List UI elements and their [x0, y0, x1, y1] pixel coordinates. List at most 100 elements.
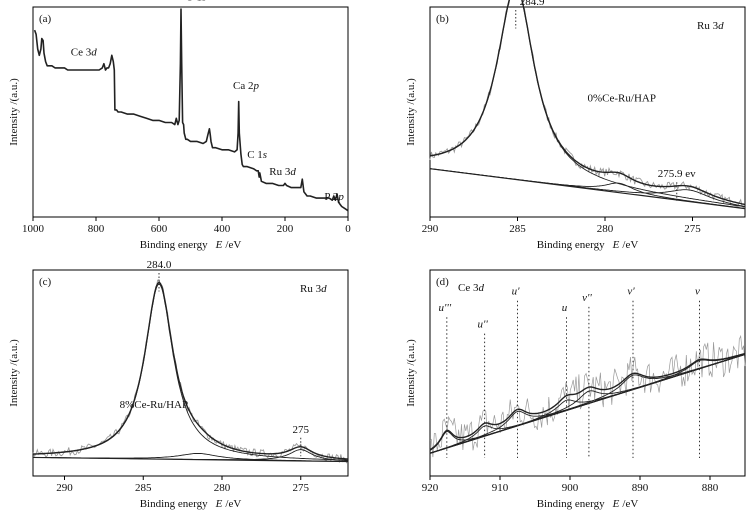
panel-label: (c): [39, 276, 52, 288]
y-axis-label: Intensity /(a.u.): [405, 339, 417, 407]
peak-position-label: v': [627, 286, 635, 298]
x-axis-label-symbol: E: [215, 239, 223, 251]
x-tick-label: 285: [509, 223, 526, 235]
x-tick-label: 280: [597, 223, 614, 235]
panel-label: (a): [39, 13, 52, 25]
region-label: Ce 3d: [458, 282, 484, 294]
panel-c: 290 285 280 275 Binding energy E/eV Intensity …: [8, 259, 349, 510]
sample-label: 8%Ce-Ru/HAP: [120, 399, 188, 411]
panel-b: 290 285 280 275 Binding energy E/eV Intensity …: [405, 0, 746, 251]
region-label-main: Ru 3: [300, 283, 322, 295]
peak-annotation-main: Ce 3: [71, 46, 92, 58]
x-tick-label: 290: [422, 223, 439, 235]
plot-frame: [429, 6, 746, 218]
baseline-line: [429, 353, 746, 454]
panel-label: (d): [436, 276, 449, 288]
x-tick-label: 880: [702, 482, 719, 494]
x-axis-label-unit: /eV: [622, 239, 638, 251]
panel-d: 920 910 900 890 880 Binding energy E/eV Intensi…: [405, 269, 746, 510]
x-axis-label-symbol: E: [612, 498, 620, 510]
x-axis-label-text: Binding energy: [537, 239, 605, 251]
peak-annotation-sub: d: [91, 46, 97, 58]
peak-position-label: u': [512, 286, 521, 298]
region-label-sub: d: [478, 282, 484, 294]
y-axis-label: Intensity /(a.u.): [8, 78, 20, 146]
plot-frame: [429, 269, 746, 477]
peak-annotation-sub: p: [253, 80, 260, 92]
peak-position-label: u''': [439, 302, 452, 314]
x-axis-label: Binding energy E/eV: [537, 498, 639, 510]
region-label-sub: d: [321, 283, 327, 295]
peak-position-label: v: [695, 286, 700, 298]
baseline-line: [32, 456, 349, 463]
peak-annotation-sub: p: [337, 191, 344, 203]
x-tick-label: 285: [135, 482, 152, 494]
peak-annotation-main: O 1: [186, 0, 202, 4]
peak-annotation: Ce 3d: [71, 46, 97, 58]
x-axis-label-symbol: E: [215, 498, 223, 510]
x-axis-label-text: Binding energy: [140, 239, 208, 251]
peak-position-label: u: [562, 302, 568, 314]
x-tick-label: 200: [277, 223, 294, 235]
x-tick-label: 890: [632, 482, 649, 494]
peak-position-label: 284.0: [147, 259, 172, 271]
peak-position-label: u'': [477, 319, 488, 331]
plot-frame: [32, 269, 349, 477]
x-axis-label-unit: /eV: [225, 239, 241, 251]
y-axis-label: Intensity /(a.u.): [8, 339, 20, 407]
x-tick-label: 600: [151, 223, 168, 235]
plot-frame: [32, 6, 349, 218]
peak-position-label: 284.9: [520, 0, 545, 8]
panel-a: 1000 800 600 400 200 0 Binding energy E/eV Inten…: [8, 0, 351, 251]
panel-label: (b): [436, 13, 449, 25]
x-axis-label: Binding energy E/eV: [140, 498, 242, 510]
peak-annotation-main: Ca 2: [233, 80, 253, 92]
peak-annotation-sub: d: [290, 166, 296, 178]
region-label-main: Ru 3: [697, 20, 719, 32]
x-tick-label: 275: [293, 482, 310, 494]
peak-position-label: 275: [293, 424, 310, 436]
region-label-main: Ce 3: [458, 282, 479, 294]
region-label-sub: d: [718, 20, 724, 32]
fitted-envelope-line: [429, 352, 746, 451]
x-axis-label-text: Binding energy: [537, 498, 605, 510]
x-tick-label: 920: [422, 482, 439, 494]
survey-spectrum-line: [33, 8, 349, 212]
x-axis-label-unit: /eV: [622, 498, 638, 510]
sample-label: 0%Ce-Ru/HAP: [588, 93, 656, 105]
x-tick-label: 280: [214, 482, 231, 494]
x-axis-label-text: Binding energy: [140, 498, 208, 510]
peak-annotation-main: C 1: [247, 149, 263, 161]
peak-annotation-sub: s: [202, 0, 206, 4]
peak-position-label: 275.9 ev: [658, 168, 696, 180]
peak-annotation: O 1s: [186, 0, 206, 4]
peak-annotation-main: P 2: [324, 191, 338, 203]
peak-annotation: Ru 3d: [269, 166, 296, 178]
x-tick-label: 290: [56, 482, 73, 494]
x-axis-label: Binding energy E/eV: [537, 239, 639, 251]
x-tick-label: 0: [345, 223, 351, 235]
peak-annotation-main: Ru 3: [269, 166, 291, 178]
baseline-line: [429, 168, 746, 210]
peak-annotation: Ca 2p: [233, 80, 259, 92]
x-axis-label-unit: /eV: [225, 498, 241, 510]
x-tick-label: 910: [492, 482, 509, 494]
peak-annotation: C 1s: [247, 149, 267, 161]
fitted-envelope-line: [32, 281, 349, 460]
x-tick-label: 275: [684, 223, 701, 235]
x-axis-label: Binding energy E/eV: [140, 239, 242, 251]
fitted-envelope-line: [429, 0, 746, 206]
region-label: Ru 3d: [697, 20, 724, 32]
x-tick-label: 1000: [22, 223, 45, 235]
peak-annotation-sub: s: [263, 149, 267, 161]
region-label: Ru 3d: [300, 283, 327, 295]
x-axis-label-symbol: E: [612, 239, 620, 251]
raw-data-line: [429, 334, 746, 458]
x-tick-label: 400: [214, 223, 231, 235]
x-tick-label: 900: [562, 482, 579, 494]
peak-position-label: v'': [582, 292, 592, 304]
x-tick-label: 800: [88, 223, 105, 235]
y-axis-label: Intensity /(a.u.): [405, 78, 417, 146]
